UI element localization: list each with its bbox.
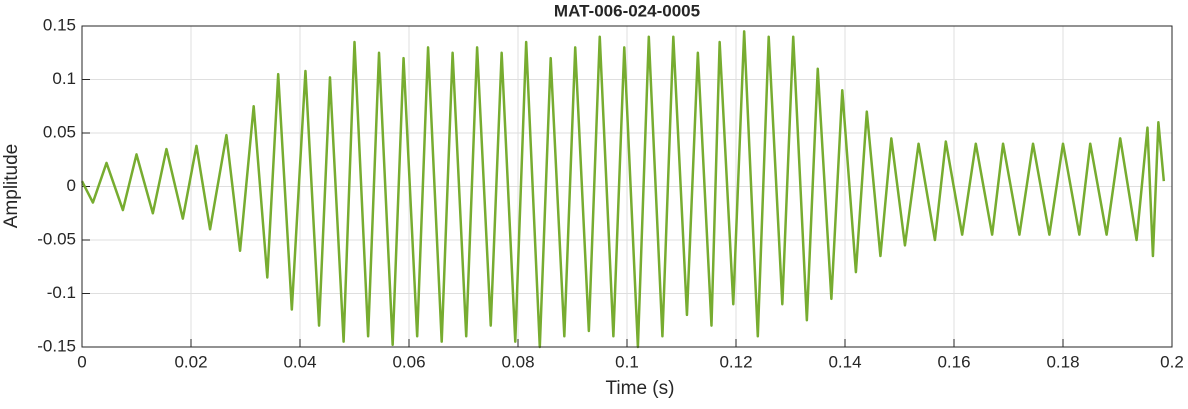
x-tick-label: 0.12 (719, 352, 752, 371)
y-tick-label: 0.05 (43, 122, 76, 141)
chart-title: MAT-006-024-0005 (554, 1, 700, 20)
y-tick-label: 0.15 (43, 15, 76, 34)
x-tick-label: 0.14 (828, 352, 861, 371)
x-tick-label: 0.02 (174, 352, 207, 371)
y-tick-label: -0.05 (37, 229, 76, 248)
x-axis-label: Time (s) (606, 378, 675, 399)
y-tick-label: 0 (67, 176, 76, 195)
axes-box (81, 25, 1173, 348)
x-tick-label: 0.1 (615, 352, 639, 371)
x-tick-label: 0.2 (1160, 352, 1184, 371)
x-tick-label: 0.18 (1046, 352, 1079, 371)
y-tick-label: 0.1 (52, 69, 76, 88)
x-tick-label: 0.16 (937, 352, 970, 371)
x-tick-label: 0 (77, 352, 86, 371)
x-tick-label: 0.06 (392, 352, 425, 371)
waveform-line (80, 30, 1166, 349)
y-tick-label: -0.1 (47, 283, 76, 302)
x-tick-label: 0.04 (283, 352, 316, 371)
y-axis-label: Amplitude (1, 144, 22, 229)
y-tick-label: -0.15 (37, 336, 76, 355)
x-tick-label: 0.08 (501, 352, 534, 371)
